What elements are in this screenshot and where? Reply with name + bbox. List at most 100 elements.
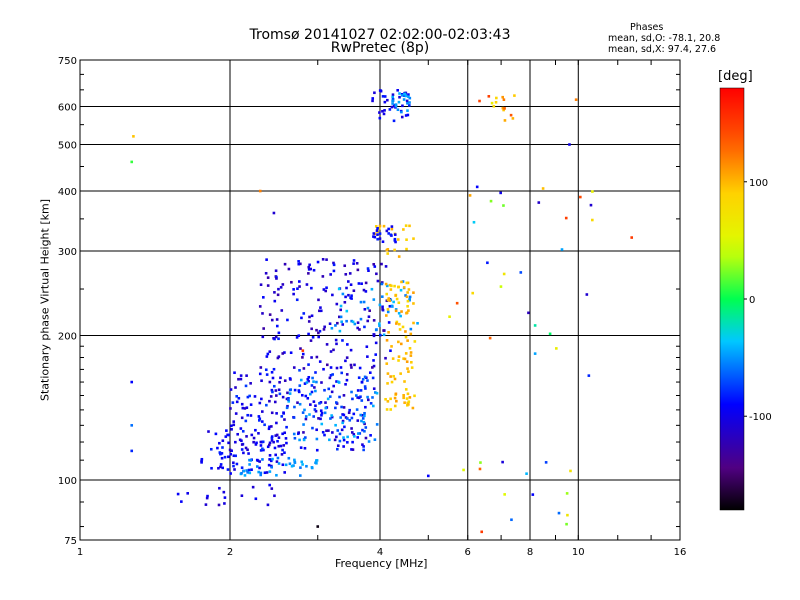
echo-point [589, 203, 593, 207]
echo-point [231, 401, 235, 404]
echo-point [342, 406, 346, 409]
x-tick-label: 8 [527, 547, 533, 558]
y-tick-label: 100 [58, 476, 77, 487]
echo-point [315, 437, 319, 441]
echo-point [287, 398, 290, 401]
echo-point [372, 387, 376, 390]
echo-point [346, 343, 349, 346]
echo-point [379, 89, 383, 93]
echo-point [336, 444, 340, 448]
y-tick-label: 400 [58, 187, 77, 198]
echo-point [329, 350, 333, 353]
echo-point [544, 461, 548, 464]
echo-point [342, 436, 345, 439]
echo-point [353, 435, 356, 438]
echo-point [401, 325, 405, 329]
echo-point [308, 315, 311, 319]
echo-point [302, 423, 305, 426]
echo-point [378, 116, 382, 120]
echo-point [349, 348, 353, 352]
echo-point [283, 379, 287, 382]
echo-point [310, 390, 314, 394]
echo-point [385, 284, 389, 288]
echo-point [240, 443, 244, 446]
echo-point [408, 396, 412, 399]
echo-point [448, 315, 451, 319]
echo-point [186, 492, 190, 495]
echo-point [328, 376, 332, 380]
echo-point [344, 273, 348, 276]
echo-point [316, 525, 320, 528]
echo-point [234, 386, 237, 389]
echo-point [411, 406, 415, 410]
echo-point [395, 322, 398, 325]
echo-point [270, 318, 274, 322]
echo-point [259, 440, 263, 444]
echo-point [234, 454, 237, 458]
echo-point [513, 94, 516, 97]
echo-point [494, 100, 498, 104]
echo-point [375, 229, 379, 232]
echo-point [385, 408, 389, 411]
echo-point [277, 436, 281, 439]
echo-point [288, 377, 292, 380]
echo-point [261, 335, 265, 339]
echo-point [385, 362, 389, 365]
echo-point [292, 432, 296, 436]
echo-point [371, 396, 374, 399]
echo-point [350, 294, 353, 297]
echo-point [389, 233, 393, 237]
echo-point [332, 261, 335, 265]
echo-point [318, 360, 322, 363]
echo-point [247, 452, 250, 455]
echo-point [285, 406, 289, 410]
echo-point [372, 359, 375, 362]
echo-point [346, 435, 349, 439]
echo-point [217, 466, 220, 470]
echo-point [390, 227, 394, 231]
echo-point [531, 493, 535, 496]
echo-point [349, 363, 353, 367]
echo-point [407, 403, 410, 406]
echo-point [405, 238, 408, 241]
stats-x-mode: mean, sd,X: 97.4, 27.6 [608, 44, 717, 55]
echo-point [377, 227, 381, 230]
echo-point [275, 412, 278, 415]
echo-point [302, 312, 306, 315]
echo-point [351, 448, 355, 451]
echo-point [255, 465, 259, 468]
echo-point [407, 95, 410, 98]
echo-point [393, 284, 396, 288]
echo-point [345, 356, 349, 359]
echo-point [281, 432, 284, 436]
echo-point [275, 460, 279, 463]
echo-point [400, 115, 404, 119]
echo-point [367, 440, 371, 443]
echo-point [375, 272, 378, 276]
echo-point [221, 439, 225, 443]
echo-point [239, 427, 243, 430]
echo-point [226, 468, 230, 471]
echo-point [331, 431, 334, 434]
colorbar-tick-label: 0 [749, 295, 755, 306]
echo-point [293, 458, 296, 462]
echo-point [386, 252, 390, 255]
echo-point [281, 395, 285, 399]
echo-point [407, 93, 410, 96]
echo-point [329, 273, 332, 276]
echo-point [396, 89, 399, 92]
echo-point [385, 338, 389, 342]
echo-point [502, 204, 505, 207]
echo-point [249, 414, 253, 417]
echo-point [223, 455, 227, 459]
echo-point [455, 301, 459, 305]
echo-point [391, 99, 395, 103]
echo-point [392, 119, 396, 123]
echo-point [280, 453, 284, 456]
echo-point [259, 471, 263, 475]
echo-point [289, 351, 293, 355]
echo-point [274, 269, 278, 273]
echo-point [254, 443, 258, 446]
echo-point [368, 309, 371, 313]
echo-point [357, 396, 361, 400]
